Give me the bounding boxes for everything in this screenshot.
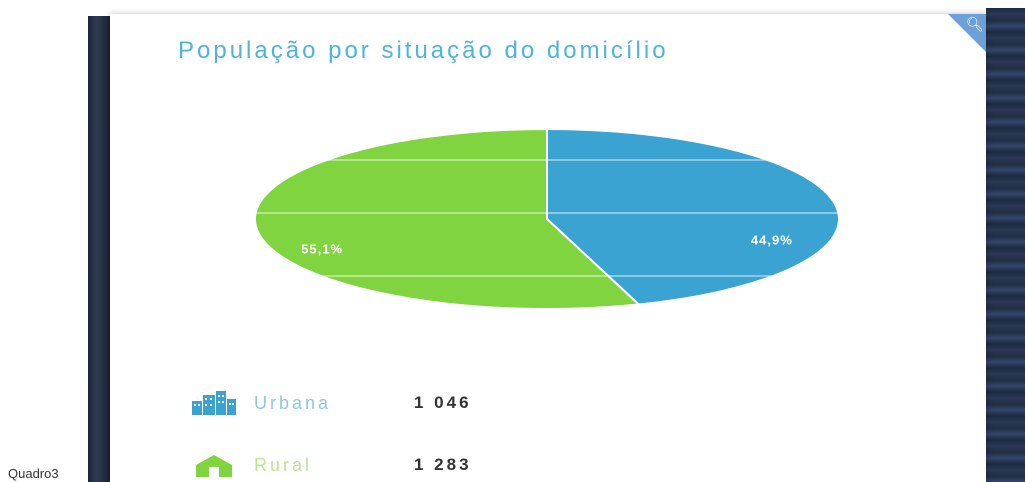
legend-label-rural: Rural: [254, 454, 313, 475]
pie-labels: 44,9% 55,1%: [301, 233, 793, 257]
figure-caption: Quadro3: [8, 466, 59, 481]
pie-slices: [254, 127, 840, 310]
corner-ribbon[interactable]: [948, 14, 986, 52]
pie-scan-lines: [255, 159, 839, 277]
rural-house-icon: [196, 455, 232, 477]
right-dark-edge: [986, 8, 1025, 482]
buildings-icon: [192, 391, 236, 415]
legend-item-urbana: Urbana 1 046: [192, 388, 472, 418]
pie-label-urbana: 44,9%: [751, 233, 793, 248]
chart-card: 🔍︎ População por situação do domicílio 4…: [110, 14, 986, 482]
chart-title: População por situação do domicílio: [178, 37, 669, 64]
left-dark-edge: [88, 16, 110, 482]
legend-item-rural: Rural 1 283: [192, 450, 472, 480]
pie-slice-urbana[interactable]: [546, 127, 840, 306]
pie-chart: 44,9% 55,1%: [254, 127, 840, 310]
zoom-in-icon[interactable]: 🔍︎: [966, 16, 984, 32]
legend-value-rural: 1 283: [414, 455, 472, 474]
legend-value-urbana: 1 046: [414, 393, 472, 412]
legend-label-urbana: Urbana: [254, 392, 332, 413]
pie-label-rural: 55,1%: [301, 241, 343, 256]
pie-slice-rural[interactable]: [254, 127, 642, 310]
